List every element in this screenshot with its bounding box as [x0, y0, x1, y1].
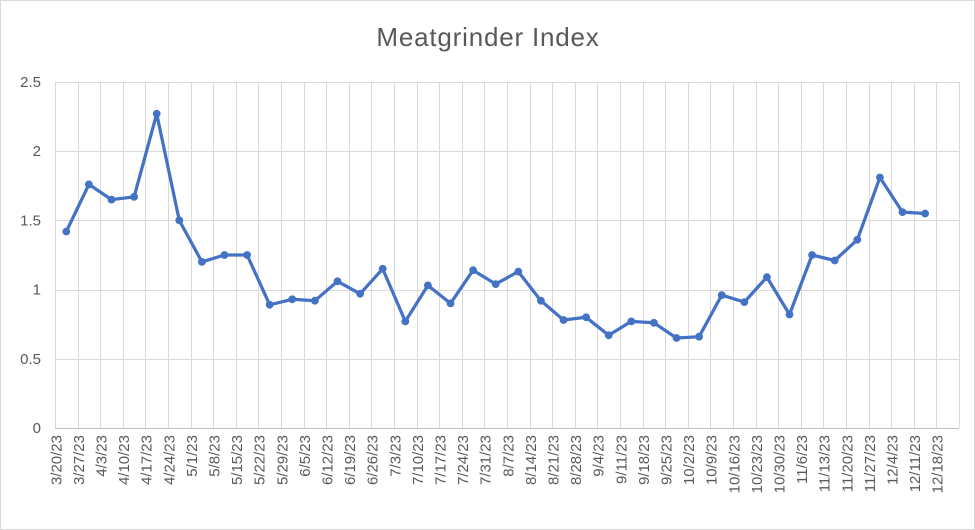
data-point[interactable] [672, 334, 681, 342]
x-axis-label: 9/11/23 [613, 435, 630, 484]
data-point[interactable] [356, 289, 364, 298]
y-axis-label: 1 [33, 282, 41, 299]
chart-title[interactable]: Meatgrinder Index [376, 22, 599, 52]
data-point[interactable] [537, 296, 545, 305]
data-point[interactable] [220, 251, 229, 259]
x-axis-label: 4/10/23 [116, 435, 133, 485]
data-point[interactable] [898, 208, 907, 217]
plot-area[interactable] [55, 82, 959, 428]
data-point[interactable] [853, 235, 862, 244]
data-point[interactable] [763, 273, 771, 281]
data-point[interactable] [876, 173, 884, 182]
data-point[interactable] [469, 266, 477, 275]
y-axis-label: 0 [33, 420, 41, 437]
data-point[interactable] [333, 277, 342, 286]
x-axis-label: 3/20/23 [48, 435, 65, 485]
x-axis-label: 10/16/23 [726, 435, 743, 493]
x-axis-label: 8/21/23 [546, 435, 563, 485]
data-point[interactable] [808, 251, 816, 259]
x-axis-label: 9/25/23 [659, 435, 676, 485]
data-point[interactable] [921, 209, 929, 218]
x-axis-label: 5/8/23 [207, 435, 224, 477]
data-point[interactable] [152, 109, 161, 118]
x-axis-label: 7/3/23 [387, 435, 404, 477]
data-point[interactable] [311, 296, 319, 305]
x-axis-label: 11/13/23 [817, 435, 834, 492]
data-point[interactable] [604, 331, 613, 340]
x-axis-label: 8/28/23 [568, 435, 585, 485]
x-axis-label: 11/20/23 [839, 435, 856, 492]
x-axis-label: 10/9/23 [704, 435, 721, 485]
x-axis-label: 10/23/23 [749, 435, 766, 493]
x-axis-label: 12/18/23 [930, 435, 947, 493]
data-point[interactable] [559, 316, 568, 324]
y-axis-label: 1.5 [20, 212, 41, 229]
x-axis-label: 10/2/23 [681, 435, 698, 485]
x-axis-label: 4/17/23 [139, 435, 156, 485]
x-axis-label: 7/17/23 [433, 435, 450, 485]
x-axis-label: 5/22/23 [252, 435, 269, 485]
gridlines [55, 82, 960, 429]
data-point[interactable] [785, 310, 794, 319]
x-axis-label: 11/27/23 [862, 435, 879, 492]
data-point[interactable] [62, 227, 71, 236]
x-axis-label: 9/18/23 [636, 435, 653, 485]
data-point[interactable] [378, 264, 387, 273]
x-axis-label: 10/30/23 [772, 435, 789, 493]
data-point[interactable] [582, 313, 590, 322]
data-point[interactable] [85, 180, 93, 189]
data-point[interactable] [717, 291, 726, 299]
data-point[interactable] [650, 318, 658, 327]
x-axis-label: 5/15/23 [229, 435, 246, 485]
x-axis-label: 4/24/23 [161, 435, 178, 485]
data-point[interactable] [627, 317, 636, 326]
series-markers [62, 109, 929, 342]
data-point[interactable] [424, 281, 432, 290]
x-axis-label: 9/4/23 [591, 435, 608, 477]
data-point[interactable] [491, 280, 500, 288]
y-axis-label: 0.5 [20, 351, 41, 368]
x-axis-label: 5/1/23 [184, 435, 201, 477]
data-point[interactable] [198, 258, 206, 266]
x-axis-label: 8/14/23 [523, 435, 540, 485]
x-axis-label: 12/11/23 [907, 435, 924, 492]
data-point[interactable] [243, 251, 252, 259]
data-point[interactable] [265, 300, 274, 309]
x-axis-label: 7/24/23 [455, 435, 472, 485]
x-axis-labels: 3/20/23 3/27/23 4/3/23 4/10/23 4/17/23 4/24/2… [48, 435, 946, 493]
data-point[interactable] [695, 332, 703, 341]
data-point[interactable] [288, 295, 297, 304]
data-point[interactable] [401, 317, 410, 326]
x-axis-label: 5/29/23 [274, 435, 291, 485]
x-axis-label: 6/12/23 [320, 435, 337, 485]
x-axis-label: 7/31/23 [478, 435, 495, 485]
x-axis-label: 6/19/23 [342, 435, 359, 485]
data-point[interactable] [740, 298, 749, 306]
x-axis-label: 8/7/23 [500, 435, 517, 477]
x-axis-label: 3/27/23 [71, 435, 88, 485]
x-axis-label: 4/3/23 [94, 435, 111, 477]
x-axis-label: 12/4/23 [885, 435, 902, 485]
x-axis-label: 7/10/23 [410, 435, 427, 485]
data-point[interactable] [514, 267, 523, 276]
y-axis-label: 2.5 [20, 74, 41, 91]
x-axis-label: 6/5/23 [297, 435, 314, 477]
x-axis-label: 11/6/23 [794, 435, 811, 484]
data-point[interactable] [107, 195, 116, 204]
data-point[interactable] [130, 193, 139, 201]
data-point[interactable] [175, 216, 184, 225]
x-axis-label: 6/26/23 [365, 435, 382, 485]
data-point[interactable] [830, 256, 839, 265]
y-axis-label: 2 [33, 143, 41, 160]
data-point[interactable] [446, 299, 455, 308]
y-axis-labels: 0 0.5 1 1.5 2 2.5 [20, 74, 41, 437]
